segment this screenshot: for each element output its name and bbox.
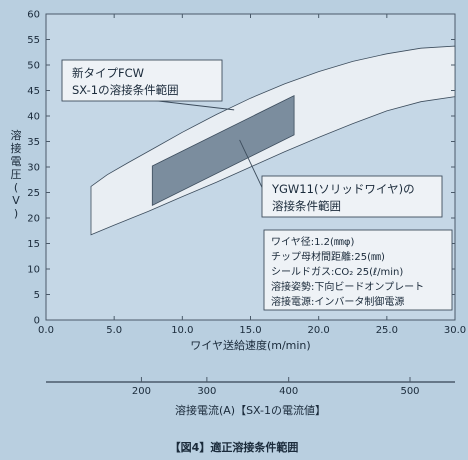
callout-box-1 <box>61 59 223 102</box>
y-tick-label: 5 <box>34 290 40 301</box>
callout-1-line: SX-1の溶接条件範囲 <box>72 83 179 97</box>
condition-line: 溶接電源:インバータ制御電源 <box>271 295 404 308</box>
x-tick-label: 0.0 <box>38 325 54 336</box>
secondary-tick-label: 500 <box>400 386 419 397</box>
secondary-tick-label: 300 <box>197 386 216 397</box>
y-tick-label: 15 <box>27 239 40 250</box>
x-tick-label: 10.0 <box>171 325 193 336</box>
callout-2-line: 溶接条件範囲 <box>272 199 341 213</box>
figure-caption: 【図4】適正溶接条件範囲 <box>170 440 299 454</box>
y-tick-label: 50 <box>27 61 40 72</box>
y-tick-label: 0 <box>34 316 40 327</box>
secondary-tick-label: 200 <box>132 386 151 397</box>
y-tick-label: 20 <box>27 214 40 225</box>
secondary-tick-label: 400 <box>279 386 298 397</box>
y-tick-label: 40 <box>27 112 40 123</box>
callout-box-2 <box>261 175 443 218</box>
x-tick-label: 25.0 <box>376 325 398 336</box>
x-tick-label: 15.0 <box>239 325 261 336</box>
x-axis-label: ワイヤ送給速度(m/min) <box>190 338 310 352</box>
y-tick-label: 30 <box>27 163 40 174</box>
y-tick-label: 35 <box>27 137 40 148</box>
conditions-box <box>263 229 453 311</box>
callout-2-line: YGW11(ソリッドワイヤ)の <box>271 182 415 196</box>
y-tick-label: 60 <box>27 10 40 21</box>
x-tick-label: 30.0 <box>444 325 466 336</box>
condition-line: シールドガス:CO₂ 25(ℓ/min) <box>271 266 403 278</box>
condition-line: 溶接姿勢:下向ビードオンプレート <box>271 280 424 293</box>
condition-line: ワイヤ径:1.2(㎜φ) <box>271 235 354 248</box>
callout-leader-1 <box>149 99 235 111</box>
y-tick-label: 45 <box>27 86 40 97</box>
callout-1-line: 新タイプFCW <box>72 66 144 80</box>
y-tick-label: 25 <box>27 188 40 199</box>
y-axis-label: 溶接電圧(V) <box>11 128 22 220</box>
x-tick-label: 5.0 <box>106 325 122 336</box>
y-tick-label: 10 <box>27 265 40 276</box>
secondary-axis-label: 溶接電流(A)【SX-1の電流値】 <box>175 403 326 417</box>
y-tick-label: 55 <box>27 35 40 46</box>
region-2 <box>151 94 295 206</box>
x-tick-label: 20.0 <box>308 325 330 336</box>
condition-line: チップ母材間距離:25(㎜) <box>271 250 385 263</box>
